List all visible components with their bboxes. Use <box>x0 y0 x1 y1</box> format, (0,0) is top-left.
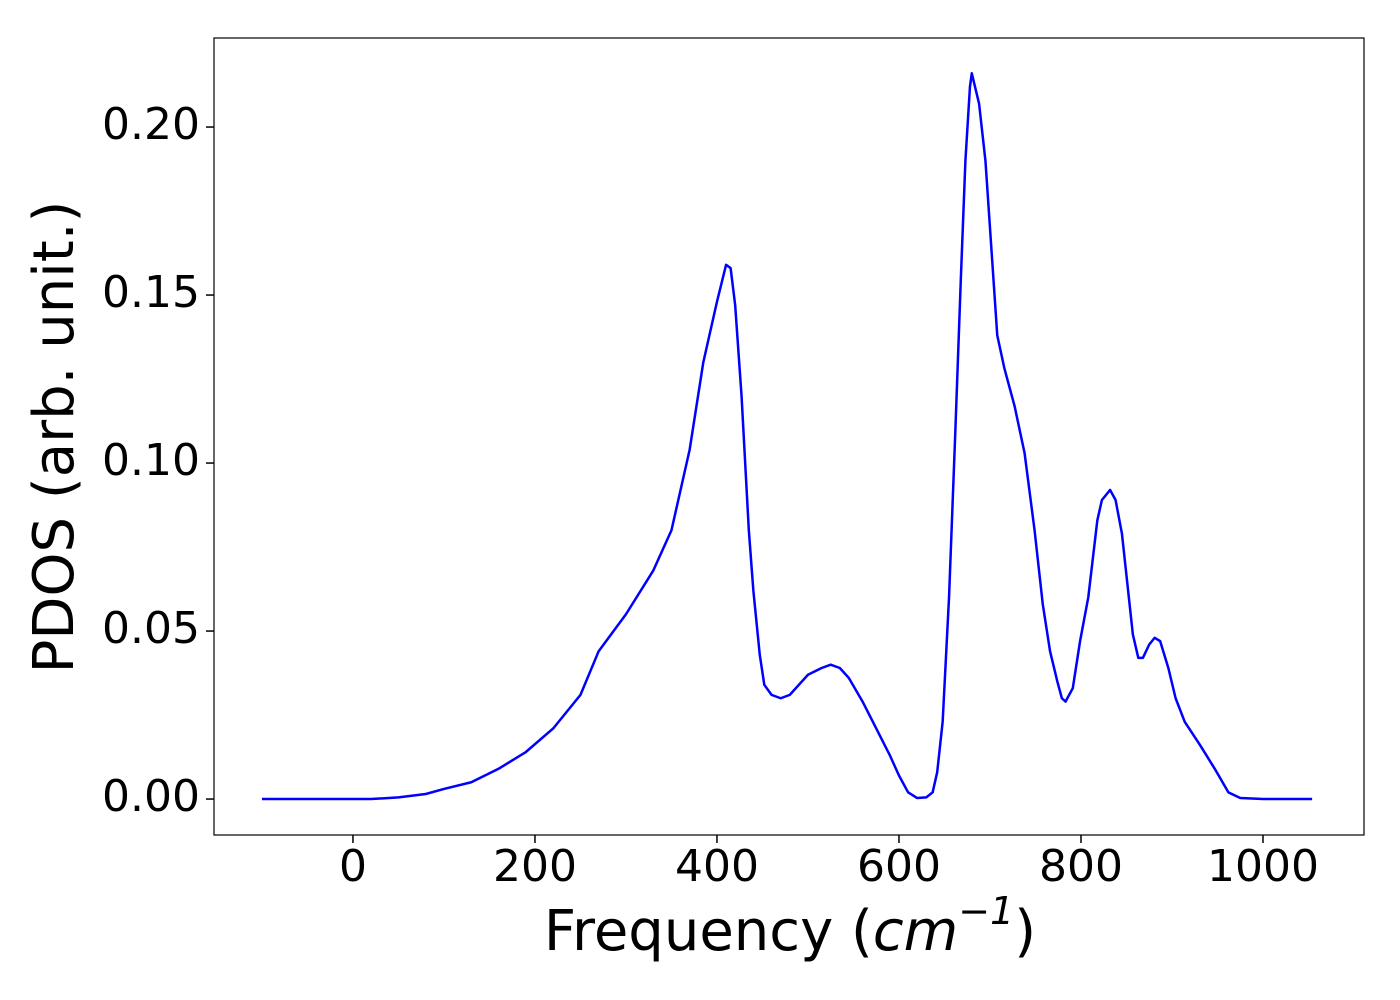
y-tick-label: 0.05 <box>102 603 200 654</box>
y-tick-label: 0.15 <box>102 267 200 318</box>
x-tick-label: 200 <box>493 841 577 892</box>
x-label-math: cm <box>873 899 958 964</box>
x-tick-label: 800 <box>1039 841 1123 892</box>
x-tick-label: 400 <box>675 841 759 892</box>
line-series <box>261 72 1313 801</box>
y-tick-label: 0.20 <box>102 99 200 150</box>
x-label-sup: −1 <box>958 889 1014 933</box>
x-axis-label: Frequency (cm−1) <box>544 889 1036 965</box>
y-tick-label: 0.10 <box>102 435 200 486</box>
x-tick-label: 1000 <box>1207 841 1319 892</box>
x-label-text: Frequency ( <box>544 899 873 964</box>
plot-frame <box>213 37 1365 836</box>
y-tick-label: 0.00 <box>102 771 200 822</box>
x-tick-label: 0 <box>339 841 367 892</box>
x-label-end: ) <box>1014 899 1036 964</box>
x-tick-label: 600 <box>857 841 941 892</box>
y-axis-label: PDOS (arb. unit.) <box>22 201 87 674</box>
